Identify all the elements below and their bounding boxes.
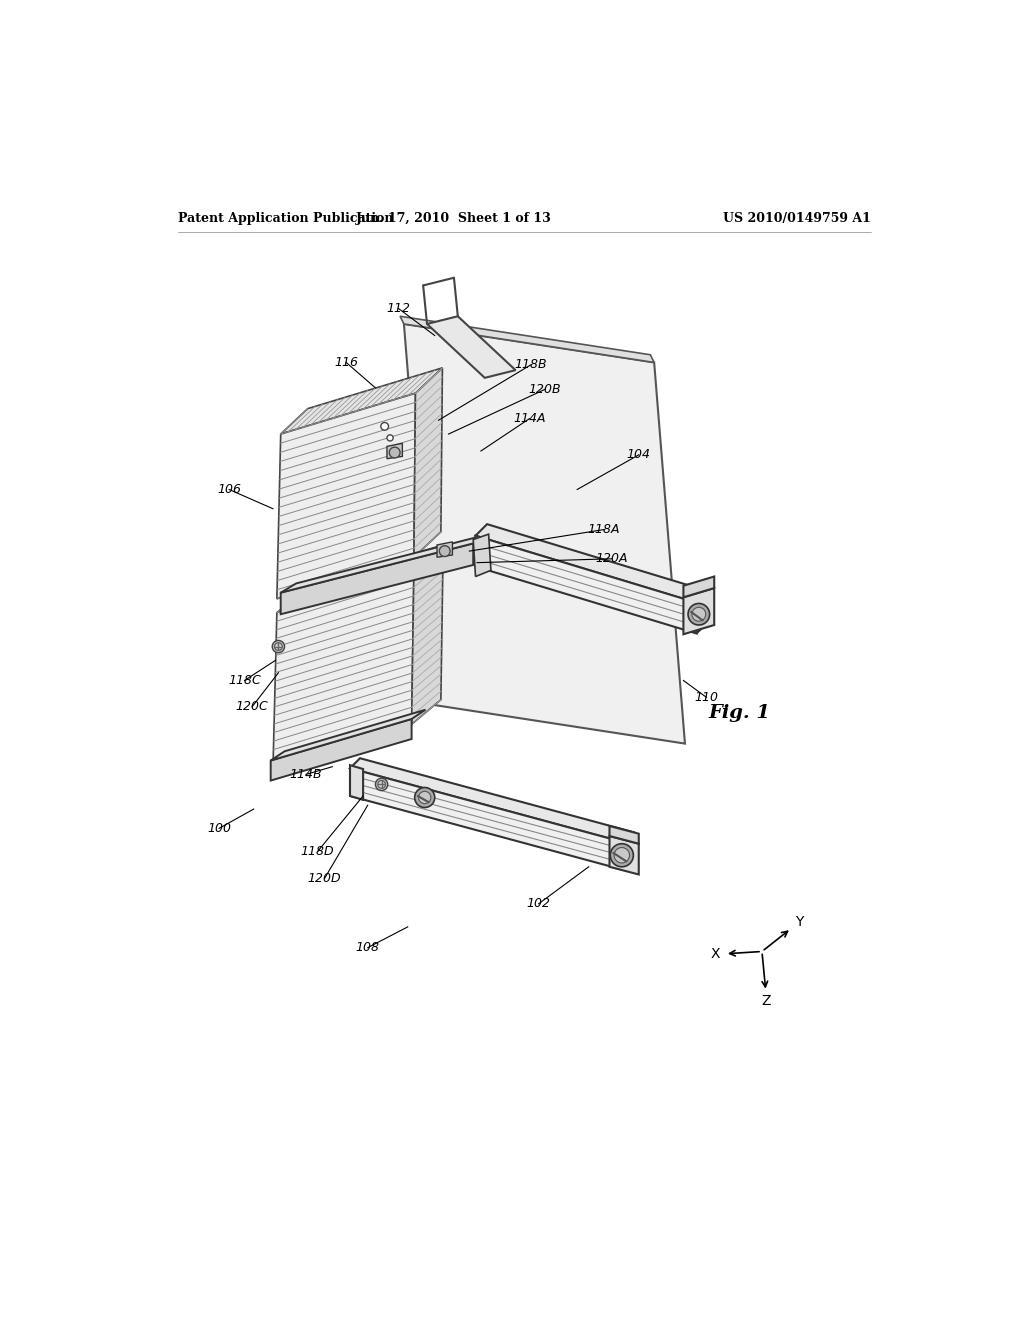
Polygon shape [276, 545, 443, 612]
Circle shape [415, 788, 435, 808]
Circle shape [389, 447, 400, 458]
Polygon shape [350, 758, 634, 842]
Text: US 2010/0149759 A1: US 2010/0149759 A1 [723, 213, 871, 224]
Circle shape [419, 792, 431, 804]
Polygon shape [276, 393, 416, 599]
Polygon shape [350, 768, 624, 870]
Text: 120B: 120B [528, 383, 561, 396]
Text: 120C: 120C [236, 700, 268, 713]
Polygon shape [281, 544, 473, 614]
Circle shape [274, 643, 283, 651]
Polygon shape [281, 368, 442, 434]
Text: 120D: 120D [308, 871, 341, 884]
Polygon shape [475, 536, 696, 634]
Text: 108: 108 [355, 941, 380, 954]
Polygon shape [427, 317, 515, 378]
Text: Fig. 1: Fig. 1 [708, 704, 770, 722]
Text: 120A: 120A [596, 552, 628, 565]
Text: 106: 106 [217, 483, 241, 496]
Circle shape [692, 607, 706, 622]
Polygon shape [270, 719, 412, 780]
Text: 116: 116 [334, 356, 358, 370]
Text: Patent Application Publication: Patent Application Publication [178, 213, 394, 224]
Text: 112: 112 [386, 302, 411, 315]
Polygon shape [683, 589, 714, 635]
Circle shape [439, 545, 451, 557]
Text: 118A: 118A [588, 523, 621, 536]
Polygon shape [350, 766, 364, 800]
Polygon shape [403, 323, 685, 743]
Polygon shape [387, 444, 402, 459]
Circle shape [272, 640, 285, 653]
Circle shape [381, 422, 388, 430]
Text: 114A: 114A [513, 412, 546, 425]
Polygon shape [437, 543, 453, 557]
Text: 104: 104 [627, 449, 651, 462]
Text: 102: 102 [526, 898, 551, 911]
Polygon shape [414, 368, 442, 557]
Polygon shape [475, 524, 708, 603]
Text: X: X [711, 946, 721, 961]
Polygon shape [609, 826, 639, 843]
Text: Jun. 17, 2010  Sheet 1 of 13: Jun. 17, 2010 Sheet 1 of 13 [356, 213, 552, 224]
Text: 118B: 118B [515, 358, 547, 371]
Text: Z: Z [761, 994, 770, 1007]
Text: 118C: 118C [228, 675, 261, 686]
Circle shape [378, 780, 385, 788]
Circle shape [376, 779, 388, 791]
Text: 100: 100 [207, 822, 231, 834]
Polygon shape [270, 710, 425, 760]
Polygon shape [281, 535, 488, 593]
Text: Y: Y [795, 915, 803, 929]
Polygon shape [696, 591, 708, 634]
Circle shape [614, 847, 630, 863]
Polygon shape [412, 545, 443, 725]
Text: 110: 110 [694, 690, 719, 704]
Polygon shape [273, 570, 414, 767]
Polygon shape [609, 836, 639, 874]
Text: 114B: 114B [290, 768, 323, 781]
Circle shape [387, 434, 393, 441]
Polygon shape [400, 317, 654, 363]
Circle shape [610, 843, 634, 867]
Polygon shape [683, 577, 714, 597]
Circle shape [688, 603, 710, 626]
Text: 118D: 118D [301, 845, 335, 858]
Polygon shape [473, 535, 490, 577]
